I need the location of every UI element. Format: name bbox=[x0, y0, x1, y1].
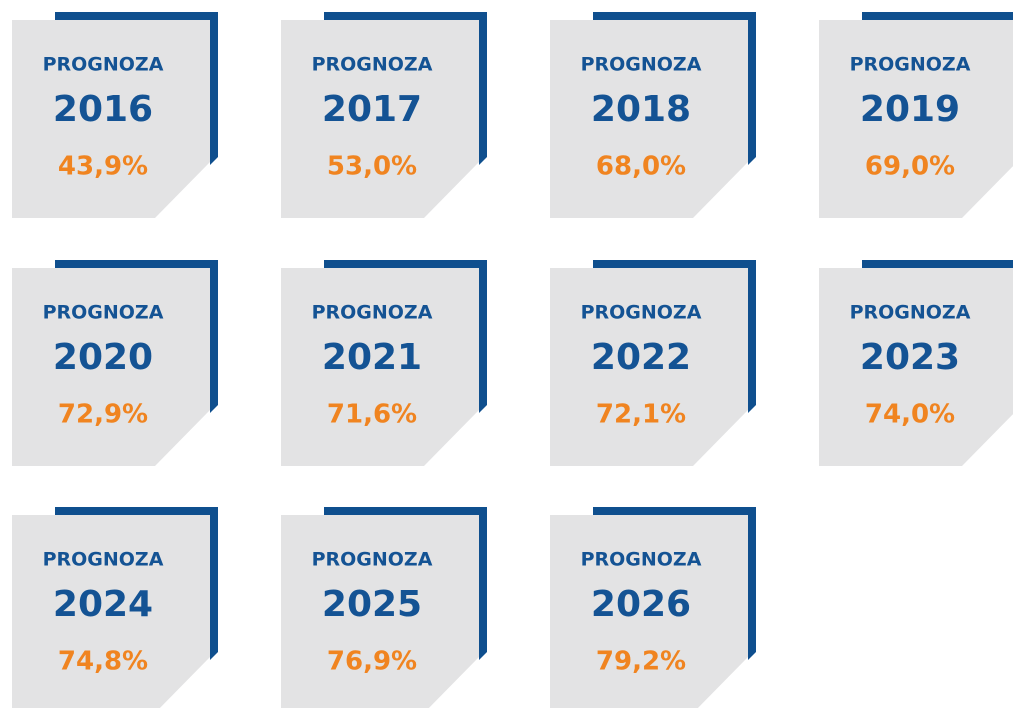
card-label: PROGNOZA bbox=[581, 549, 702, 571]
forecast-card: PROGNOZA 2022 72,1% bbox=[550, 260, 756, 466]
forecast-card: PROGNOZA 2023 74,0% bbox=[819, 260, 1013, 466]
forecast-card: PROGNOZA 2016 43,9% bbox=[12, 12, 218, 218]
card-value: 74,0% bbox=[865, 400, 955, 430]
card-year: 2026 bbox=[591, 584, 691, 625]
card-year: 2020 bbox=[53, 337, 153, 378]
forecast-card: PROGNOZA 2020 72,9% bbox=[12, 260, 218, 466]
card-value: 71,6% bbox=[327, 400, 417, 430]
card-label: PROGNOZA bbox=[581, 302, 702, 324]
card-accent bbox=[862, 260, 1013, 268]
card-background bbox=[12, 268, 210, 466]
card-label: PROGNOZA bbox=[312, 302, 433, 324]
card-value: 69,0% bbox=[865, 152, 955, 182]
card-value: 72,1% bbox=[596, 400, 686, 430]
card-background bbox=[281, 515, 479, 708]
forecast-card: PROGNOZA 2017 53,0% bbox=[281, 12, 487, 218]
forecast-card: PROGNOZA 2024 74,8% bbox=[12, 507, 218, 708]
card-year: 2018 bbox=[591, 89, 691, 130]
card-background bbox=[281, 268, 479, 466]
card-accent bbox=[862, 12, 1013, 20]
forecast-card: PROGNOZA 2018 68,0% bbox=[550, 12, 756, 218]
card-label: PROGNOZA bbox=[850, 54, 971, 76]
forecast-card: PROGNOZA 2019 69,0% bbox=[819, 12, 1013, 218]
card-background bbox=[550, 515, 748, 708]
card-value: 43,9% bbox=[58, 152, 148, 182]
card-year: 2021 bbox=[322, 337, 422, 378]
card-background bbox=[12, 20, 210, 218]
card-label: PROGNOZA bbox=[43, 549, 164, 571]
card-year: 2016 bbox=[53, 89, 153, 130]
card-background bbox=[281, 20, 479, 218]
card-value: 72,9% bbox=[58, 400, 148, 430]
card-label: PROGNOZA bbox=[581, 54, 702, 76]
card-background bbox=[550, 268, 748, 466]
card-year: 2025 bbox=[322, 584, 422, 625]
card-value: 76,9% bbox=[327, 647, 417, 677]
forecast-card: PROGNOZA 2026 79,2% bbox=[550, 507, 756, 708]
card-value: 74,8% bbox=[58, 647, 148, 677]
forecast-card: PROGNOZA 2025 76,9% bbox=[281, 507, 487, 708]
card-label: PROGNOZA bbox=[43, 302, 164, 324]
card-label: PROGNOZA bbox=[312, 54, 433, 76]
card-background bbox=[550, 20, 748, 218]
card-label: PROGNOZA bbox=[312, 549, 433, 571]
card-value: 79,2% bbox=[596, 647, 686, 677]
card-value: 68,0% bbox=[596, 152, 686, 182]
card-year: 2022 bbox=[591, 337, 691, 378]
card-background bbox=[12, 515, 210, 708]
card-year: 2023 bbox=[860, 337, 960, 378]
card-year: 2024 bbox=[53, 584, 153, 625]
forecast-card: PROGNOZA 2021 71,6% bbox=[281, 260, 487, 466]
card-label: PROGNOZA bbox=[850, 302, 971, 324]
card-background bbox=[819, 268, 1013, 466]
card-label: PROGNOZA bbox=[43, 54, 164, 76]
card-value: 53,0% bbox=[327, 152, 417, 182]
card-year: 2019 bbox=[860, 89, 960, 130]
card-background bbox=[819, 20, 1013, 218]
card-year: 2017 bbox=[322, 89, 422, 130]
